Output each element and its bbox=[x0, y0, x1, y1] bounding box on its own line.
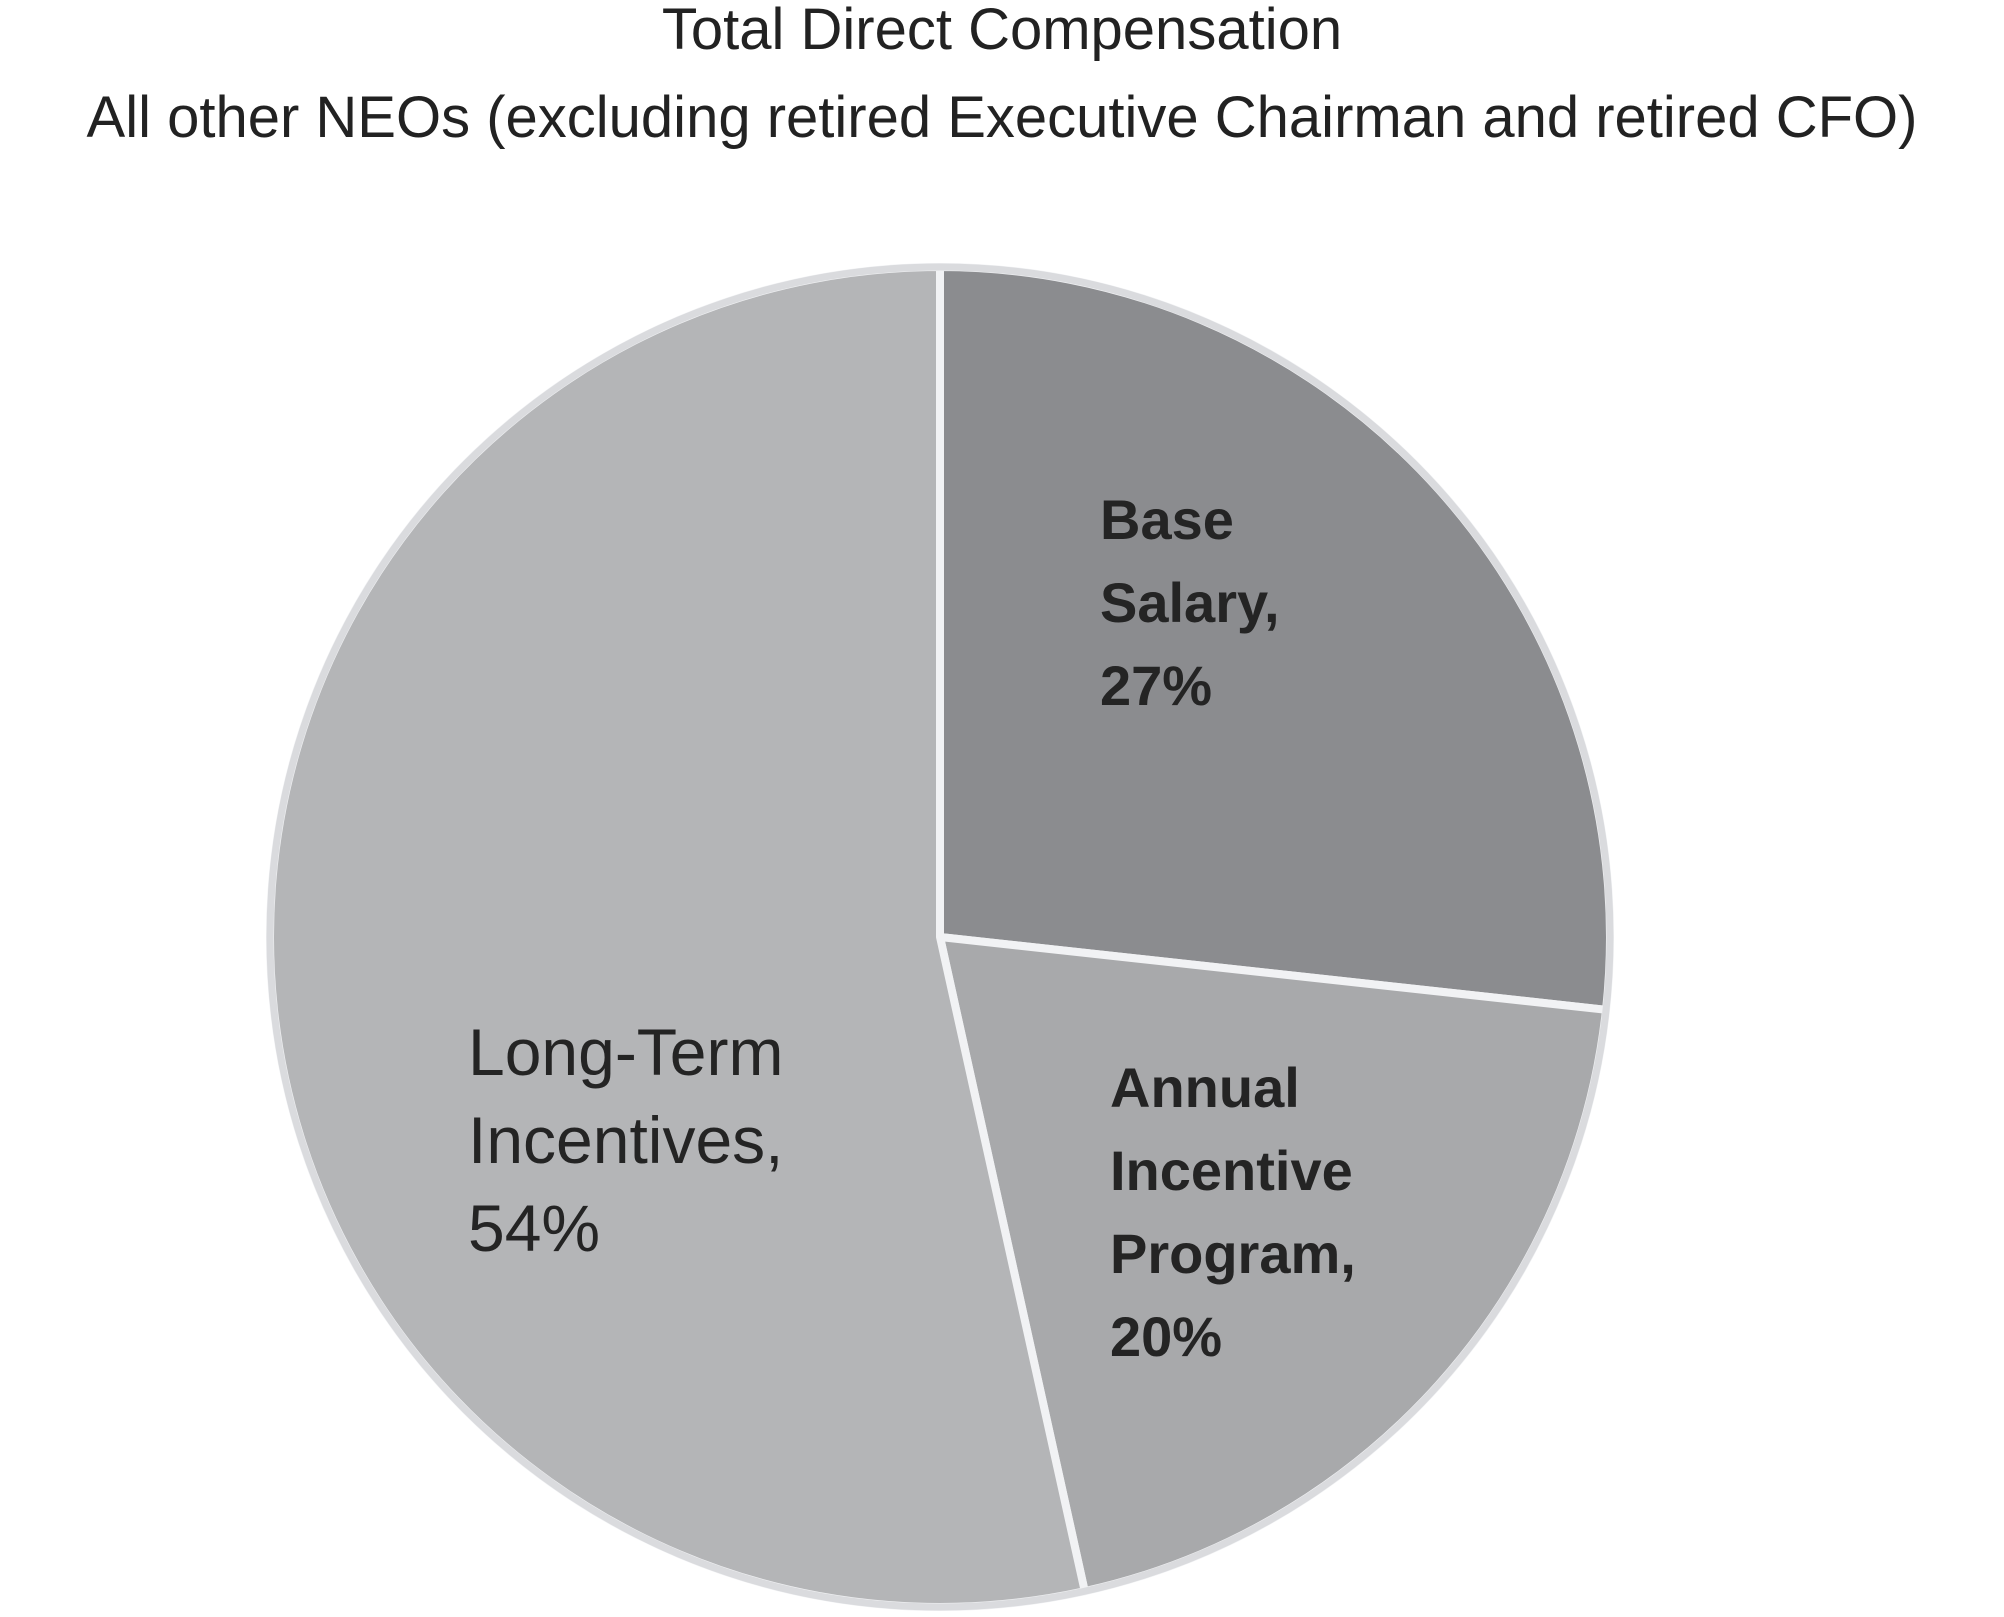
pie-label-long-term-incentives: Long-Term Incentives, 54% bbox=[468, 1015, 784, 1265]
pie-outer-rim bbox=[266, 263, 1614, 1611]
pie-label-annual-incentive-program: Annual Incentive Program, 20% bbox=[1110, 1056, 1356, 1368]
pie-label-base-salary: Base Salary, 27% bbox=[1100, 488, 1280, 717]
chart-title-line1: Total Direct Compensation bbox=[661, 0, 1343, 62]
chart-title: Total Direct Compensation All other NEOs… bbox=[0, 0, 2004, 162]
chart-title-line2: All other NEOs (excluding retired Execut… bbox=[86, 85, 1918, 150]
